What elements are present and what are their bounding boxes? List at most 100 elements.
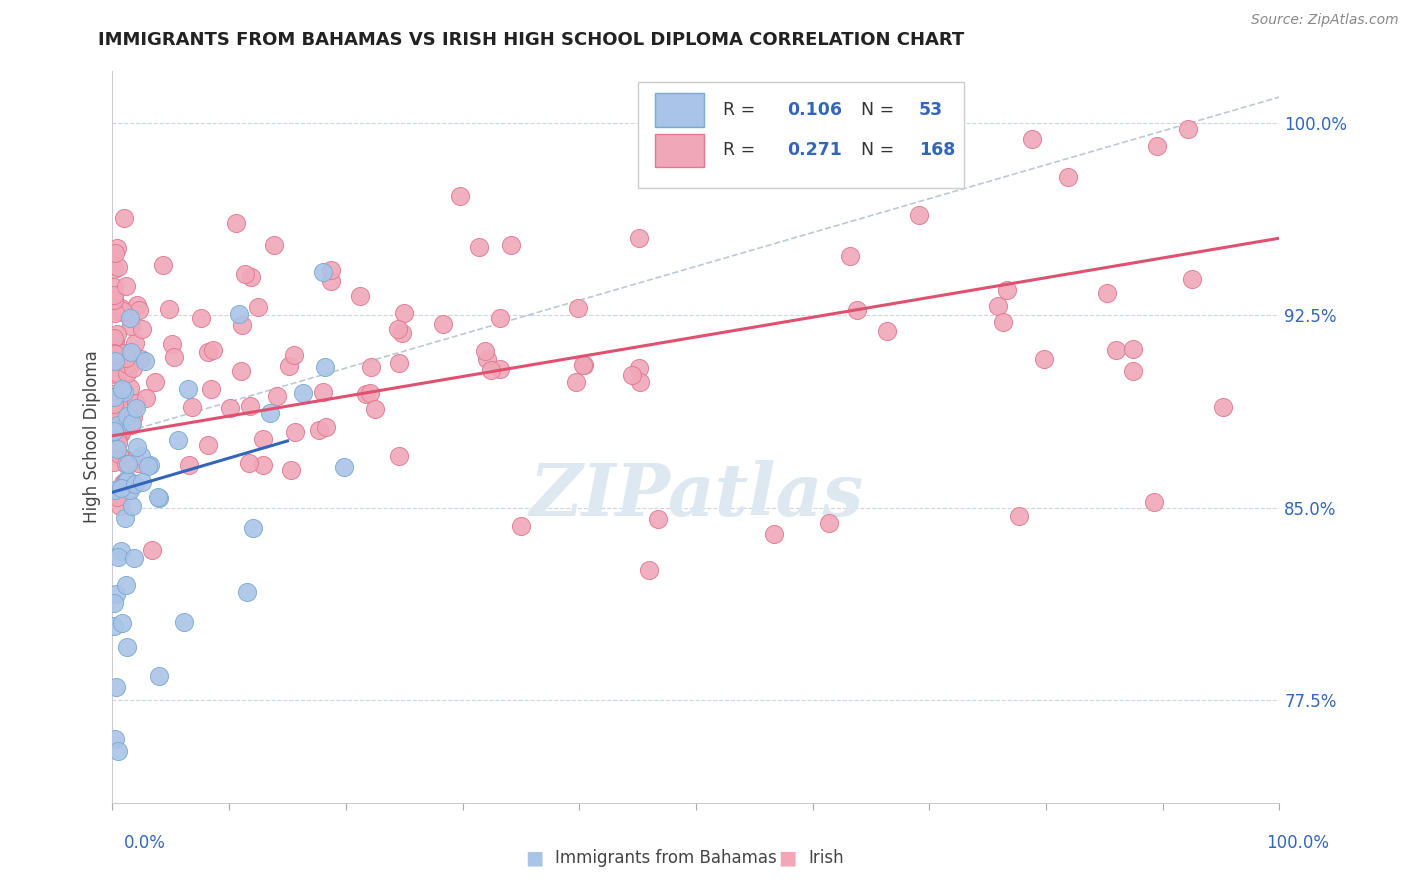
Point <box>129 449 152 463</box>
Point <box>107 435 129 450</box>
Point <box>103 434 125 448</box>
Point <box>246 300 269 314</box>
Point <box>105 366 128 380</box>
Point <box>125 298 148 312</box>
Point <box>489 310 512 325</box>
Point <box>103 390 125 404</box>
Point <box>114 457 136 471</box>
Point <box>107 442 129 457</box>
Point <box>995 283 1018 297</box>
Point <box>115 366 138 380</box>
Point <box>314 359 336 374</box>
Text: Immigrants from Bahamas: Immigrants from Bahamas <box>555 849 778 867</box>
Point <box>110 301 132 315</box>
Text: R =: R = <box>723 141 761 160</box>
Point <box>141 542 163 557</box>
Point <box>107 241 129 255</box>
Point <box>1122 364 1144 378</box>
Point <box>160 337 183 351</box>
Point <box>103 334 125 348</box>
Point <box>115 278 138 293</box>
Point <box>103 420 125 434</box>
Point <box>157 302 180 317</box>
Point <box>122 410 145 425</box>
Point <box>104 354 127 368</box>
Point <box>110 425 132 440</box>
Point <box>120 318 142 333</box>
Point <box>319 263 342 277</box>
Point <box>104 483 127 497</box>
Point <box>107 431 129 445</box>
Point <box>111 383 134 397</box>
Point <box>620 368 643 383</box>
Point <box>993 315 1015 329</box>
Point <box>360 359 382 374</box>
Point <box>479 363 502 377</box>
Point <box>474 343 496 358</box>
Point <box>115 577 138 591</box>
Point <box>277 359 299 373</box>
Point <box>354 387 377 401</box>
Point <box>120 483 142 497</box>
Point <box>110 405 132 419</box>
Point <box>135 391 157 405</box>
Point <box>477 352 499 367</box>
Text: 168: 168 <box>920 141 955 160</box>
Point <box>115 401 138 415</box>
Point <box>120 345 142 359</box>
Point <box>229 364 252 378</box>
Point <box>219 401 242 415</box>
Point <box>103 390 125 404</box>
Point <box>121 416 143 430</box>
Text: IMMIGRANTS FROM BAHAMAS VS IRISH HIGH SCHOOL DIPLOMA CORRELATION CHART: IMMIGRANTS FROM BAHAMAS VS IRISH HIGH SC… <box>98 31 965 49</box>
Point <box>259 406 281 420</box>
Point <box>565 375 588 389</box>
Point <box>364 402 387 417</box>
Text: 100.0%: 100.0% <box>1265 834 1329 852</box>
Text: 53: 53 <box>920 101 943 120</box>
Point <box>638 563 661 577</box>
Point <box>1122 342 1144 356</box>
Point <box>1032 351 1054 366</box>
Point <box>239 270 262 285</box>
Point <box>120 358 142 372</box>
Point <box>252 432 274 446</box>
Point <box>115 419 138 434</box>
Point <box>647 512 669 526</box>
Point <box>283 348 305 362</box>
Point <box>291 386 314 401</box>
Point <box>883 169 905 184</box>
Point <box>117 472 139 486</box>
Point <box>235 585 257 599</box>
FancyBboxPatch shape <box>638 82 965 188</box>
Point <box>627 231 650 245</box>
Point <box>572 358 595 372</box>
Point <box>134 354 156 368</box>
Point <box>105 490 128 504</box>
Text: 0.0%: 0.0% <box>124 834 166 852</box>
Point <box>107 368 129 383</box>
Point <box>231 318 253 332</box>
Point <box>103 288 125 302</box>
Point <box>103 442 125 457</box>
Point <box>146 490 169 504</box>
Point <box>308 423 330 437</box>
Point <box>845 303 868 318</box>
Point <box>112 211 135 225</box>
Point <box>136 458 159 473</box>
Point <box>359 385 381 400</box>
Point <box>166 433 188 447</box>
Point <box>1181 272 1204 286</box>
Point <box>332 460 354 475</box>
Point <box>449 189 471 203</box>
Point <box>501 237 523 252</box>
Point <box>104 347 127 361</box>
Point <box>202 343 225 357</box>
Point <box>107 303 129 318</box>
FancyBboxPatch shape <box>655 94 704 127</box>
Text: Source: ZipAtlas.com: Source: ZipAtlas.com <box>1251 13 1399 28</box>
Point <box>104 412 127 426</box>
Point <box>349 289 371 303</box>
Text: 0.106: 0.106 <box>787 101 842 120</box>
Point <box>1146 139 1168 153</box>
